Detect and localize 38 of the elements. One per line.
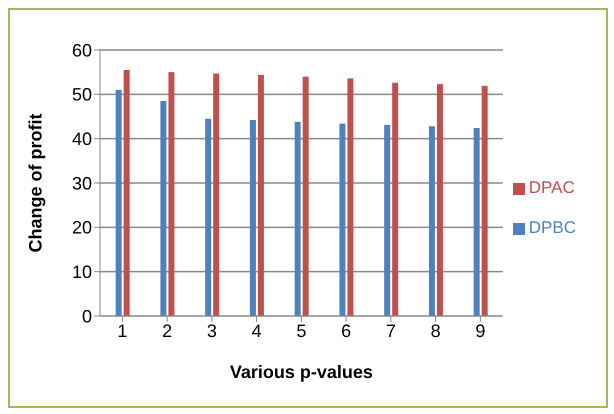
bar [302, 76, 309, 316]
bar [482, 86, 488, 316]
x-tick-label: 7 [386, 320, 396, 341]
bar [436, 84, 443, 316]
bar [384, 124, 390, 316]
x-tick-label: 8 [430, 320, 441, 341]
x-tick-label: 2 [162, 320, 172, 341]
bar [258, 74, 264, 316]
bar [160, 100, 166, 316]
y-tick-label: 0 [82, 306, 92, 326]
bar [250, 120, 256, 316]
x-tick-label: 6 [341, 320, 352, 341]
y-tick-label: 50 [72, 84, 92, 105]
bar [392, 82, 398, 316]
x-tick-label: 1 [117, 320, 128, 341]
bar [124, 70, 130, 316]
y-tick-label: 20 [72, 218, 92, 238]
bar [294, 122, 301, 316]
x-tick-label: 4 [252, 320, 262, 341]
legend-label: DPBC [528, 218, 576, 237]
legend-label: DPAC [528, 178, 575, 197]
bar [213, 73, 220, 316]
x-tick-label: 3 [206, 320, 217, 341]
y-tick-label: 60 [72, 40, 92, 60]
bar [116, 90, 122, 316]
bar [205, 118, 212, 316]
bar [428, 126, 435, 316]
y-axis-title: Change of profit [25, 114, 46, 252]
bar [347, 78, 354, 316]
bar [474, 128, 480, 316]
x-tick-label: 9 [475, 320, 486, 341]
bar [339, 124, 346, 316]
x-tick-label: 5 [296, 320, 306, 341]
y-tick-label: 10 [72, 262, 92, 282]
x-axis-title: Various p-values [230, 362, 373, 382]
y-tick-label: 40 [72, 129, 92, 150]
bar [168, 72, 174, 316]
y-tick-label: 30 [72, 173, 92, 194]
